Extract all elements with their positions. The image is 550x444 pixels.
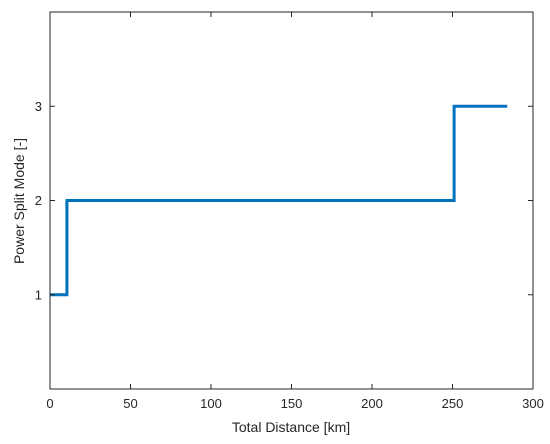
axes-layer: 0 50 100 150 200 250 300 1 2 3 bbox=[35, 11, 544, 411]
x-tick-label: 250 bbox=[442, 396, 464, 411]
x-axis-label: Total Distance [km] bbox=[232, 419, 350, 435]
y-tick-label: 1 bbox=[35, 287, 42, 302]
x-tick-label: 150 bbox=[281, 396, 303, 411]
y-axis-label: Power Split Mode [-] bbox=[11, 138, 27, 264]
x-tick-label: 50 bbox=[123, 396, 137, 411]
x-tick-label: 0 bbox=[46, 396, 53, 411]
y-tick-label: 3 bbox=[35, 99, 42, 114]
series-line-0 bbox=[50, 104, 508, 297]
x-tick-label: 300 bbox=[522, 396, 544, 411]
series-layer bbox=[50, 104, 508, 297]
x-tick-label: 200 bbox=[361, 396, 383, 411]
y-tick-label: 2 bbox=[35, 193, 42, 208]
x-tick-label: 100 bbox=[200, 396, 222, 411]
